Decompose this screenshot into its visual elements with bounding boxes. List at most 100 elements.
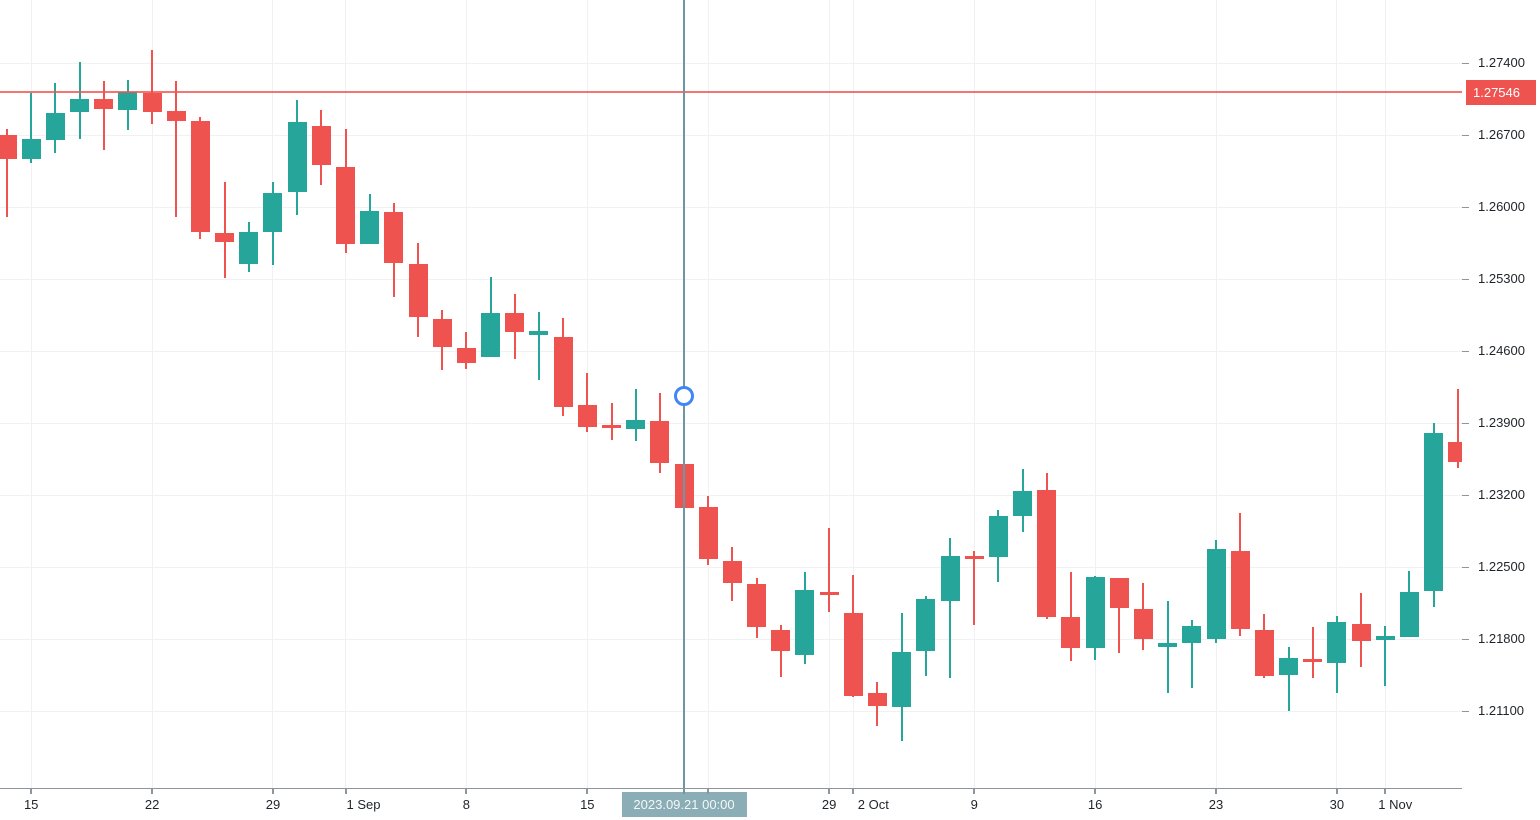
candle-body[interactable] bbox=[602, 425, 621, 429]
candle-body[interactable] bbox=[0, 135, 17, 159]
candle-body[interactable] bbox=[1448, 442, 1462, 463]
candle-body[interactable] bbox=[1399, 592, 1419, 638]
candle-wick[interactable] bbox=[973, 551, 976, 626]
price-tick-mark bbox=[1462, 62, 1469, 64]
time-tick-label: 8 bbox=[462, 797, 471, 812]
candle-wick[interactable] bbox=[1118, 578, 1121, 654]
price-axis[interactable]: 1.27546 1.27400 1.26700 1.26000 1.25300 1.24… bbox=[1462, 0, 1540, 820]
candle-body[interactable] bbox=[287, 122, 307, 193]
price-tick-label: 1.21800 bbox=[1478, 631, 1525, 647]
candle-body[interactable] bbox=[940, 556, 960, 602]
grid-line-vertical bbox=[1336, 0, 1338, 788]
candle-wick[interactable] bbox=[634, 389, 637, 442]
candle-wick[interactable] bbox=[1456, 389, 1459, 469]
candle-body[interactable] bbox=[1158, 643, 1178, 648]
candle-wick[interactable] bbox=[223, 182, 226, 278]
grid-line-horizontal bbox=[0, 278, 1462, 280]
candle-body[interactable] bbox=[408, 264, 428, 317]
candle-wick[interactable] bbox=[1166, 601, 1169, 694]
price-tick-label: 1.26700 bbox=[1478, 127, 1525, 143]
candle-body[interactable] bbox=[70, 99, 90, 112]
candle-body[interactable] bbox=[1133, 609, 1153, 640]
price-tick-mark bbox=[1462, 422, 1469, 424]
candle-body[interactable] bbox=[553, 337, 573, 408]
candle-wick[interactable] bbox=[151, 50, 154, 125]
candle-body[interactable] bbox=[1206, 549, 1226, 640]
candle-wick[interactable] bbox=[175, 81, 178, 218]
time-axis[interactable]: 2023.09.21 00:00 15 22 29 1 Sep 8 15 29 2 Oct 9 1… bbox=[0, 789, 1462, 820]
candle-wick[interactable] bbox=[949, 538, 952, 679]
candle-body[interactable] bbox=[819, 592, 839, 596]
candle-body[interactable] bbox=[360, 211, 380, 245]
candle-body[interactable] bbox=[577, 405, 597, 428]
candle-body[interactable] bbox=[215, 233, 235, 242]
candle-body[interactable] bbox=[1351, 624, 1371, 641]
candle-body[interactable] bbox=[118, 92, 138, 111]
candle-body[interactable] bbox=[650, 421, 670, 464]
candle-body[interactable] bbox=[263, 193, 283, 233]
candle-body[interactable] bbox=[964, 556, 984, 559]
candle-wick[interactable] bbox=[1311, 627, 1314, 679]
candle-body[interactable] bbox=[1109, 578, 1129, 609]
price-tick-mark bbox=[1462, 710, 1469, 712]
candle-body[interactable] bbox=[916, 599, 936, 652]
candle-body[interactable] bbox=[384, 212, 404, 263]
candle-body[interactable] bbox=[795, 590, 815, 655]
candle-body[interactable] bbox=[1327, 622, 1347, 663]
grid-line-vertical bbox=[707, 0, 709, 788]
candle-body[interactable] bbox=[988, 516, 1008, 558]
candle-body[interactable] bbox=[1279, 658, 1299, 676]
candle-body[interactable] bbox=[698, 507, 718, 560]
candle-body[interactable] bbox=[481, 312, 501, 357]
candle-body[interactable] bbox=[432, 319, 452, 348]
candle-body[interactable] bbox=[505, 312, 525, 332]
candle-wick[interactable] bbox=[1190, 620, 1193, 688]
price-alert-line[interactable] bbox=[0, 91, 1462, 94]
candle-body[interactable] bbox=[94, 99, 114, 110]
candle-wick[interactable] bbox=[102, 81, 105, 151]
candle-body[interactable] bbox=[1424, 433, 1444, 592]
candle-body[interactable] bbox=[529, 330, 549, 335]
candle-body[interactable] bbox=[1182, 626, 1202, 644]
candle-wick[interactable] bbox=[6, 129, 8, 218]
candle-body[interactable] bbox=[21, 139, 41, 160]
candle-body[interactable] bbox=[626, 420, 646, 430]
candle-body[interactable] bbox=[45, 113, 65, 141]
candle-wick[interactable] bbox=[586, 373, 589, 433]
candle-wick[interactable] bbox=[1384, 626, 1387, 687]
candle-body[interactable] bbox=[722, 561, 742, 584]
candle-body[interactable] bbox=[142, 93, 162, 112]
candle-body[interactable] bbox=[1230, 551, 1250, 630]
candle-body[interactable] bbox=[1013, 491, 1033, 517]
candle-body[interactable] bbox=[867, 693, 887, 706]
candle-body[interactable] bbox=[239, 232, 259, 265]
grid-line-vertical bbox=[345, 0, 347, 788]
time-tick-mark bbox=[1335, 789, 1338, 794]
candle-body[interactable] bbox=[1375, 636, 1395, 641]
candle-body[interactable] bbox=[311, 126, 331, 166]
candle-body[interactable] bbox=[747, 584, 767, 627]
candle-body[interactable] bbox=[336, 167, 356, 245]
candle-wick[interactable] bbox=[828, 528, 831, 613]
candle-wick[interactable] bbox=[1069, 572, 1072, 662]
chart-plot-area[interactable] bbox=[0, 0, 1462, 788]
grid-line-horizontal bbox=[0, 206, 1462, 208]
candle-wick[interactable] bbox=[1287, 647, 1290, 712]
candle-body[interactable] bbox=[1061, 617, 1081, 649]
candle-body[interactable] bbox=[1254, 630, 1274, 677]
candle-body[interactable] bbox=[1037, 490, 1057, 618]
time-tick-mark bbox=[30, 789, 33, 794]
candle-body[interactable] bbox=[1085, 577, 1105, 649]
candle-body[interactable] bbox=[456, 348, 476, 364]
candle-wick[interactable] bbox=[537, 312, 540, 380]
time-tick-label: 2 Oct bbox=[857, 797, 889, 812]
candle-body[interactable] bbox=[771, 630, 791, 652]
candle-body[interactable] bbox=[190, 121, 210, 233]
candle-body[interactable] bbox=[1303, 659, 1323, 662]
grid-line-vertical bbox=[1094, 0, 1096, 788]
candle-wick[interactable] bbox=[30, 93, 33, 164]
candle-wick[interactable] bbox=[610, 403, 613, 441]
candle-body[interactable] bbox=[166, 111, 186, 122]
candle-body[interactable] bbox=[843, 613, 863, 697]
candle-body[interactable] bbox=[892, 652, 912, 708]
